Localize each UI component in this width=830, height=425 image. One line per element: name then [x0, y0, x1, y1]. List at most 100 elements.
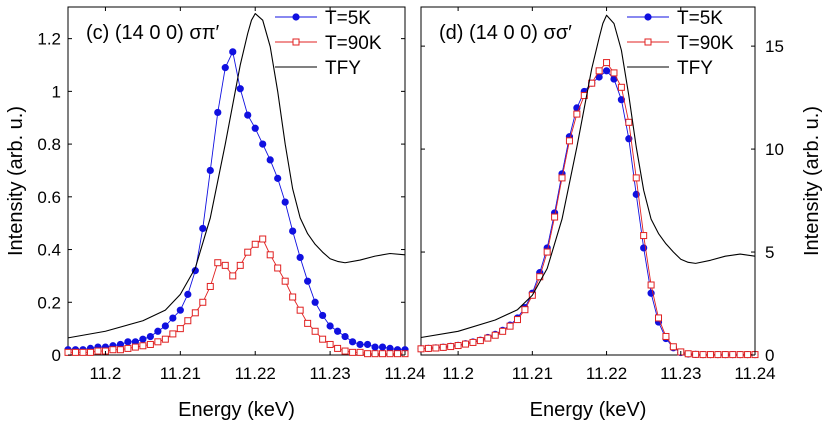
right-ylabel: Intensity (arb. u.)	[801, 106, 823, 256]
panel-c-legend-entry: TFY	[275, 58, 361, 79]
panel-d-series-tfy	[420, 14, 756, 339]
panel-d-point-t-90k	[447, 343, 455, 351]
panel-d-legend-entry: TFY	[627, 58, 713, 79]
panel-c-point-t-90k	[161, 335, 169, 343]
panel-d-legend-label: T=90K	[677, 33, 734, 54]
panel-d-legend-swatch-marker	[644, 38, 652, 46]
panel-c-xtick-label: 11.2	[90, 364, 122, 383]
panel-d-point-t-90k	[469, 338, 477, 346]
left-ylabel: Intensity (arb. u.)	[5, 106, 27, 256]
panel-d-plot: 11.2 11.21 11.22 11.23 11.240 5 10 15 (d) (14 0…	[417, 6, 784, 421]
panel-d-line-t-5k	[420, 70, 755, 356]
panel-c-legend-label: T=5K	[325, 8, 371, 29]
panel-c-point-t-5k	[371, 343, 379, 351]
panel-c-xtick-label: 11.24	[384, 364, 425, 383]
panel-c-point-t-5k	[333, 327, 342, 335]
panel-c-point-t-90k	[364, 350, 372, 358]
panel-c-xtick-label: 11.21	[160, 364, 201, 383]
panel-d-point-t-90k	[706, 351, 714, 359]
panel-c-point-t-90k	[169, 330, 177, 338]
panel-d-point-t-90k	[580, 92, 588, 100]
panel-d-legend-entry: T=5K	[627, 8, 723, 29]
panel-c-point-t-90k	[259, 235, 267, 243]
panel-c-point-t-90k	[184, 317, 192, 325]
panel-d-point-t-90k	[692, 350, 700, 358]
panel-d-xtick-label: 11.22	[586, 364, 627, 383]
panel-d-point-t-90k	[610, 69, 618, 77]
panel-c-point-t-5k	[341, 332, 349, 341]
panel-d-point-t-90k	[491, 331, 499, 339]
panel-c-point-t-5k	[259, 140, 267, 148]
panel-c-point-t-90k	[146, 340, 154, 348]
panel-d-ytick-label: 10	[765, 140, 784, 159]
panel-d-point-t-90k	[573, 110, 581, 118]
panel-d-title: (d) (14 0 0) σσ′	[439, 22, 572, 44]
panel-c-point-t-90k	[214, 259, 222, 267]
panel-c-point-t-90k	[386, 350, 394, 358]
panel-c-series	[64, 13, 409, 358]
panel-c-legend-swatch-marker	[292, 38, 300, 46]
panel-c-series-t-90k	[64, 235, 409, 358]
panel-c-point-t-90k	[236, 261, 244, 269]
panel-d-point-t-90k	[699, 351, 707, 359]
panel-c-point-t-5k	[221, 64, 229, 72]
panel-d-legend: T=5K T=90K TFY	[627, 8, 734, 79]
panel-c-point-t-5k	[326, 322, 334, 330]
panel-c-point-t-5k	[304, 277, 312, 285]
panel-c-series-tfy	[67, 13, 406, 339]
panel-d-point-t-90k	[484, 334, 492, 342]
panel-d-point-t-90k	[721, 351, 729, 359]
panel-d-point-t-90k	[462, 340, 470, 348]
panel-d-point-t-90k	[506, 322, 514, 330]
panel-c-point-t-5k	[161, 322, 169, 330]
panel-c-point-t-90k	[176, 325, 184, 333]
panel-c-point-t-5k	[214, 108, 222, 117]
panel-c-point-t-5k	[363, 340, 372, 349]
panel-d-point-t-90k	[439, 343, 447, 351]
panel-c-point-t-90k	[139, 342, 147, 350]
panel-c-line-t-5k	[68, 51, 405, 351]
panel-c-frame	[67, 6, 406, 356]
panel-d-point-t-90k	[424, 344, 432, 352]
panel-c-point-t-5k	[281, 198, 289, 206]
panel-c-point-t-90k	[154, 338, 162, 346]
panel-c-point-t-90k	[371, 350, 379, 358]
panel-c-point-t-90k	[281, 277, 289, 285]
panel-c-point-t-90k	[334, 344, 342, 352]
panel-d-line-t-90k	[420, 62, 755, 356]
panel-c-point-t-90k	[394, 350, 402, 358]
panel-d-legend-label: T=5K	[677, 8, 723, 29]
panel-c-plot: 11.2 11.21 11.22 11.23 11.2400.20.40.60.811.…	[37, 6, 426, 421]
panel-d-series	[417, 14, 759, 359]
panel-c-point-t-90k	[341, 347, 349, 355]
panel-d-point-t-90k	[476, 337, 484, 345]
panel-d-point-t-90k	[432, 344, 440, 352]
panel-c-point-t-90k	[289, 293, 297, 301]
panel-c-line-tfy	[67, 13, 406, 339]
panel-d-xtick-label: 11.24	[734, 364, 775, 383]
panel-d-point-t-90k	[565, 137, 573, 145]
panel-d-point-t-90k	[744, 351, 752, 359]
panel-d-point-t-5k	[617, 96, 626, 104]
panel-d-ytick-label: 15	[765, 37, 784, 56]
panel-c-ytick-label: 1	[52, 82, 61, 101]
panel-c-point-t-90k	[199, 298, 207, 306]
panel-c-point-t-90k	[296, 306, 304, 314]
panel-c-point-t-5k	[199, 224, 207, 233]
panel-c-point-t-5k	[244, 111, 252, 119]
panel-c-point-t-90k	[304, 319, 312, 327]
panel-c-legend-entry: T=90K	[275, 33, 382, 54]
panel-c-point-t-90k	[379, 350, 387, 358]
panel-c-ytick-label: 0.4	[37, 241, 61, 260]
panel-d-point-t-90k	[655, 314, 663, 322]
panel-c-point-t-90k	[229, 272, 237, 280]
panel-d-point-t-90k	[714, 351, 722, 359]
panel-d-point-t-90k	[625, 118, 633, 126]
panel-c-point-t-5k	[176, 306, 184, 314]
panel-d-frame	[420, 6, 756, 356]
panel-d-point-t-90k	[595, 67, 603, 75]
panel-c-point-t-90k	[124, 344, 132, 352]
panel-d-ytick-label: 5	[765, 243, 774, 262]
panel-c-point-t-90k	[64, 348, 72, 356]
panel-c-point-t-5k	[236, 85, 244, 93]
